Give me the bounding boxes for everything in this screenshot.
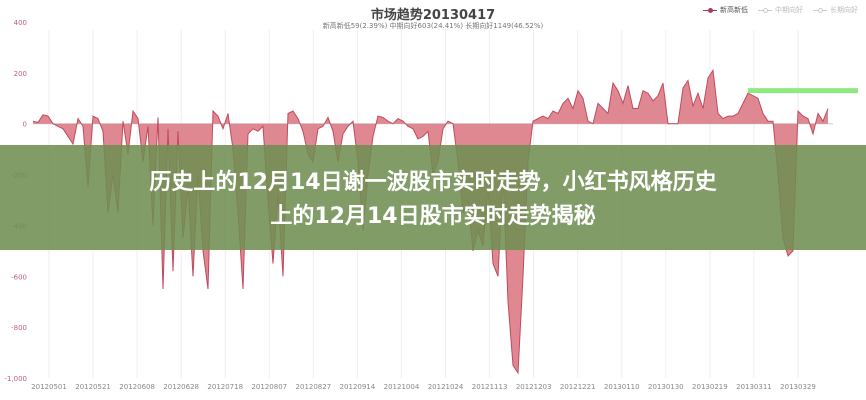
chart-title: 市场趋势20130417	[370, 8, 496, 23]
legend-marker-icon	[813, 7, 827, 13]
x-tick-label: 20121203	[516, 383, 552, 391]
headline-line-2: 上的12月14日股市实时走势揭秘	[270, 204, 596, 229]
x-tick-label: 20120608	[119, 383, 155, 391]
x-tick-label: 20130130	[648, 383, 684, 391]
x-tick-label: 20120501	[31, 383, 67, 391]
headline-line-1: 历史上的12月14日谢一波股市实时走势，小红书风格历史	[149, 170, 717, 195]
legend-item-new-high-low[interactable]: 新高新低	[703, 5, 748, 15]
legend-label: 中期向好	[775, 6, 803, 14]
x-tick-label: 20120521	[75, 383, 111, 391]
legend: 新高新低 中期向好 长期向好	[703, 5, 858, 15]
x-tick-label: 20130311	[736, 383, 772, 391]
x-tick-label: 20121024	[428, 383, 464, 391]
x-tick-label: 20120827	[296, 383, 332, 391]
x-tick-label: 20121113	[472, 383, 508, 391]
x-tick-label: 20121221	[560, 383, 596, 391]
y-tick-label: -800	[11, 324, 27, 332]
y-tick-label: 400	[14, 19, 27, 27]
y-tick-label: -1,000	[4, 375, 27, 383]
legend-marker-icon	[703, 7, 717, 13]
y-tick-label: 0	[23, 121, 27, 129]
x-tick-label: 20130329	[780, 383, 816, 391]
chart-subtitle: 新高新低59(2.39%) 中期向好603(24.41%) 长期向好1149(4…	[322, 22, 544, 30]
y-tick-label: -600	[11, 273, 27, 281]
legend-marker-icon	[758, 7, 772, 13]
x-tick-label: 20120807	[251, 383, 287, 391]
legend-label: 新高新低	[720, 6, 748, 14]
x-tick-label: 20120914	[340, 383, 376, 391]
headline: 历史上的12月14日谢一波股市实时走势，小红书风格历史 上的12月14日股市实时…	[20, 166, 846, 234]
legend-label: 长期向好	[830, 6, 858, 14]
legend-item-mid-term[interactable]: 中期向好	[758, 5, 803, 15]
legend-item-long-term[interactable]: 长期向好	[813, 5, 858, 15]
x-tick-label: 20130110	[604, 383, 640, 391]
x-tick-label: 20120718	[207, 383, 243, 391]
x-tick-label: 20120628	[163, 383, 199, 391]
x-tick-label: 20121004	[384, 383, 420, 391]
headline-banner	[0, 145, 866, 250]
x-tick-label: 20130219	[692, 383, 728, 391]
y-tick-label: 200	[14, 70, 27, 78]
